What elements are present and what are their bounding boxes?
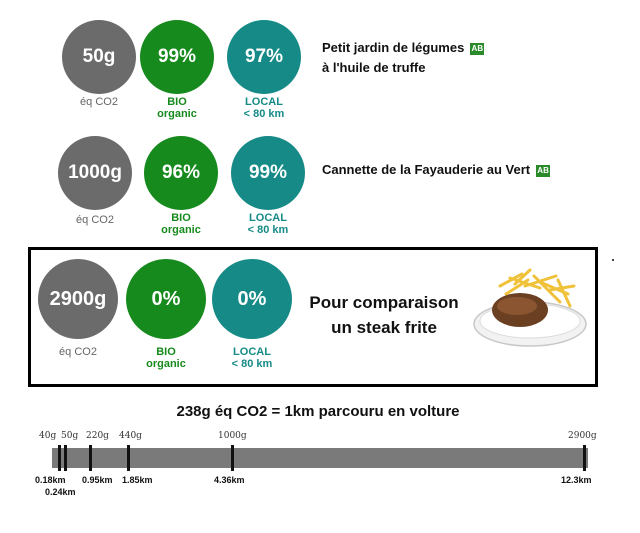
scale-top-label: 440g (119, 431, 142, 441)
bio-caption: BIO organic (161, 212, 201, 236)
scale-title: 238g éq CO2 = 1km parcouru en volture (176, 403, 460, 420)
scale-tick (58, 445, 61, 471)
local-caption: LOCAL < 80 km (231, 346, 273, 370)
scale-tick (89, 445, 92, 471)
local-circle: 0% (212, 259, 292, 339)
scale-tick (231, 445, 234, 471)
scale-top-label: 40g (39, 431, 57, 441)
scale-tick (127, 445, 130, 471)
bio-circle: 0% (126, 259, 206, 339)
organic-label-icon: AB (536, 164, 551, 177)
local-caption: LOCAL < 80 km (247, 212, 289, 236)
scale-bottom-label: 0.95km (82, 475, 113, 485)
product-name: Petit jardin de légumes AB à l'huile de t… (322, 40, 485, 75)
bio-caption: BIO organic (157, 96, 197, 120)
scale-bar (52, 448, 588, 468)
product-name: Cannette de la Fayauderie au Vert AB (322, 162, 551, 177)
local-circle: 97% (227, 20, 301, 94)
co2-circle: 2900g (38, 259, 118, 339)
local-caption: LOCAL < 80 km (243, 96, 285, 120)
organic-label-icon: AB (470, 42, 485, 55)
local-circle: 99% (231, 136, 305, 210)
scale-bottom-label: 0.18km (35, 475, 66, 485)
bio-circle: 99% (140, 20, 214, 94)
steak-frites-image (473, 268, 587, 347)
co2-caption: éq CO2 (80, 96, 118, 108)
scale-bottom-label: 0.24km (45, 487, 76, 497)
bio-caption: BIO organic (146, 346, 186, 370)
comparison-box (28, 247, 598, 387)
comparison-text: Pour comparaison un steak frite (309, 293, 459, 337)
scale-top-label: 2900g (568, 431, 597, 441)
scale-bottom-label: 4.36km (214, 475, 245, 485)
co2-circle: 1000g (58, 136, 132, 210)
scale-top-label: 50g (61, 431, 79, 441)
scale-bottom-label: 12.3km (561, 475, 592, 485)
scale-bottom-label: 1.85km (122, 475, 153, 485)
bio-circle: 96% (144, 136, 218, 210)
co2-circle: 50g (62, 20, 136, 94)
scale-top-label: 1000g (218, 431, 247, 441)
stray-dot (612, 259, 614, 261)
co2-caption: éq CO2 (59, 346, 97, 358)
scale-tick (583, 445, 586, 471)
co2-caption: éq CO2 (76, 214, 114, 226)
scale-tick (64, 445, 67, 471)
scale-top-label: 220g (86, 431, 109, 441)
